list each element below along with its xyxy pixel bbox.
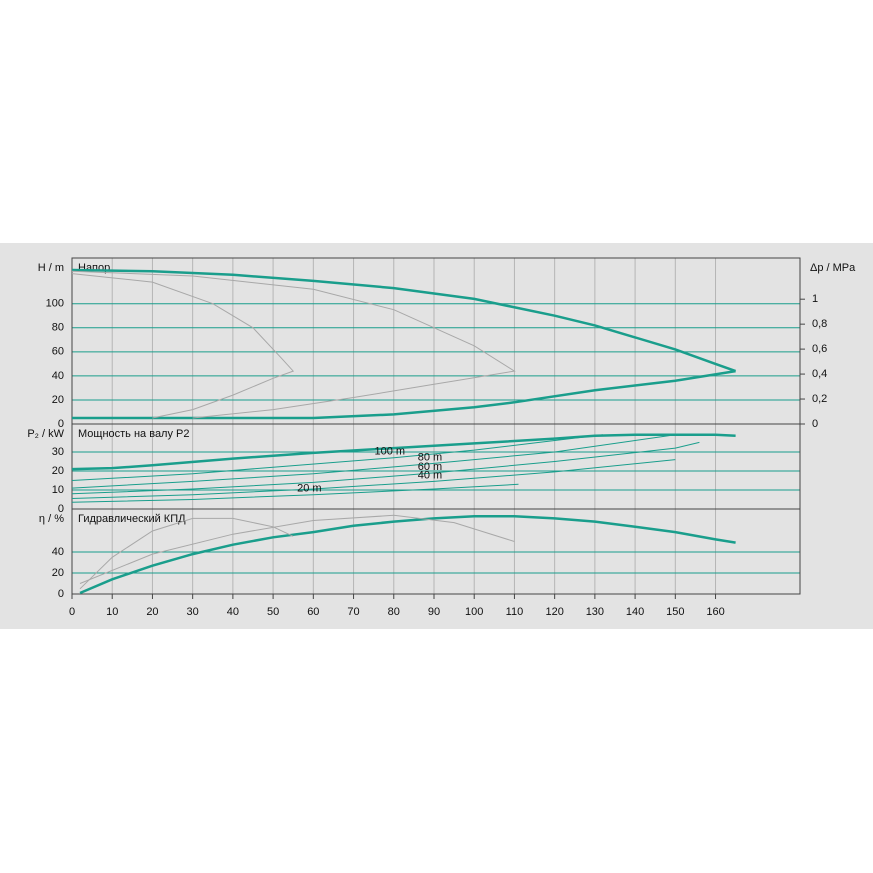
- curve: [72, 369, 736, 420]
- curve: [71, 273, 295, 419]
- x-tick-label: 30: [187, 606, 199, 618]
- x-tick-label: 80: [388, 606, 400, 618]
- y-tick-label: 0: [58, 503, 64, 515]
- curve-label: 40 m: [418, 469, 442, 481]
- panel-title: Гидравлический КПД: [78, 513, 186, 525]
- panel-title: Мощность на валу P2: [78, 428, 190, 440]
- y-tick-label: 0: [58, 588, 64, 600]
- x-tick-label: 120: [545, 606, 563, 618]
- curve-label: 100 m: [374, 446, 405, 458]
- x-tick-label: 90: [428, 606, 440, 618]
- x-tick-label: 0: [69, 606, 75, 618]
- y2-tick-label: 0,4: [812, 368, 827, 380]
- y2-tick-label: 1: [812, 293, 818, 305]
- curve: [79, 517, 294, 590]
- y-tick-label: 20: [52, 394, 64, 406]
- curve: [71, 441, 700, 495]
- y2-tick-label: 0,6: [812, 343, 827, 355]
- y2-tick-label: 0,8: [812, 318, 827, 330]
- y-tick-label: 60: [52, 346, 64, 358]
- y-axis-label: η / %: [39, 513, 64, 525]
- y-tick-label: 20: [52, 567, 64, 579]
- curve: [71, 268, 737, 373]
- x-tick-label: 50: [267, 606, 279, 618]
- x-tick-label: 110: [506, 606, 524, 618]
- x-tick-label: 40: [227, 606, 239, 618]
- x-tick-label: 130: [586, 606, 604, 618]
- y2-tick-label: 0: [812, 418, 818, 430]
- y-tick-label: 0: [58, 418, 64, 430]
- x-tick-label: 20: [146, 606, 158, 618]
- curve-label: 20 m: [297, 483, 321, 495]
- curve: [71, 483, 519, 503]
- y-tick-label: 40: [52, 370, 64, 382]
- y-tick-label: 20: [52, 465, 64, 477]
- x-tick-label: 150: [666, 606, 684, 618]
- curve: [71, 434, 603, 481]
- curve-label: 80 m: [418, 451, 442, 463]
- y-axis-label: H / m: [38, 262, 64, 274]
- y-axis-label: P₂ / kW: [27, 428, 64, 440]
- curve-label: 60 m: [418, 461, 442, 473]
- curve: [71, 270, 516, 419]
- y-tick-label: 40: [52, 546, 64, 558]
- curve: [79, 514, 515, 584]
- x-tick-label: 100: [465, 606, 483, 618]
- y-tick-label: 10: [52, 484, 64, 496]
- y2-axis-label: Δp / MPa: [810, 262, 856, 274]
- plot-frame: [71, 508, 801, 595]
- y-tick-label: 80: [52, 322, 64, 334]
- x-tick-label: 160: [706, 606, 724, 618]
- curve: [71, 459, 676, 499]
- y-tick-label: 30: [52, 446, 64, 458]
- y-tick-label: 100: [46, 298, 64, 310]
- x-tick-label: 70: [347, 606, 359, 618]
- x-tick-label: 140: [626, 606, 644, 618]
- x-tick-label: 10: [106, 606, 118, 618]
- x-tick-label: 60: [307, 606, 319, 618]
- y2-tick-label: 0,2: [812, 393, 827, 405]
- curve: [71, 434, 676, 489]
- curve: [79, 515, 736, 595]
